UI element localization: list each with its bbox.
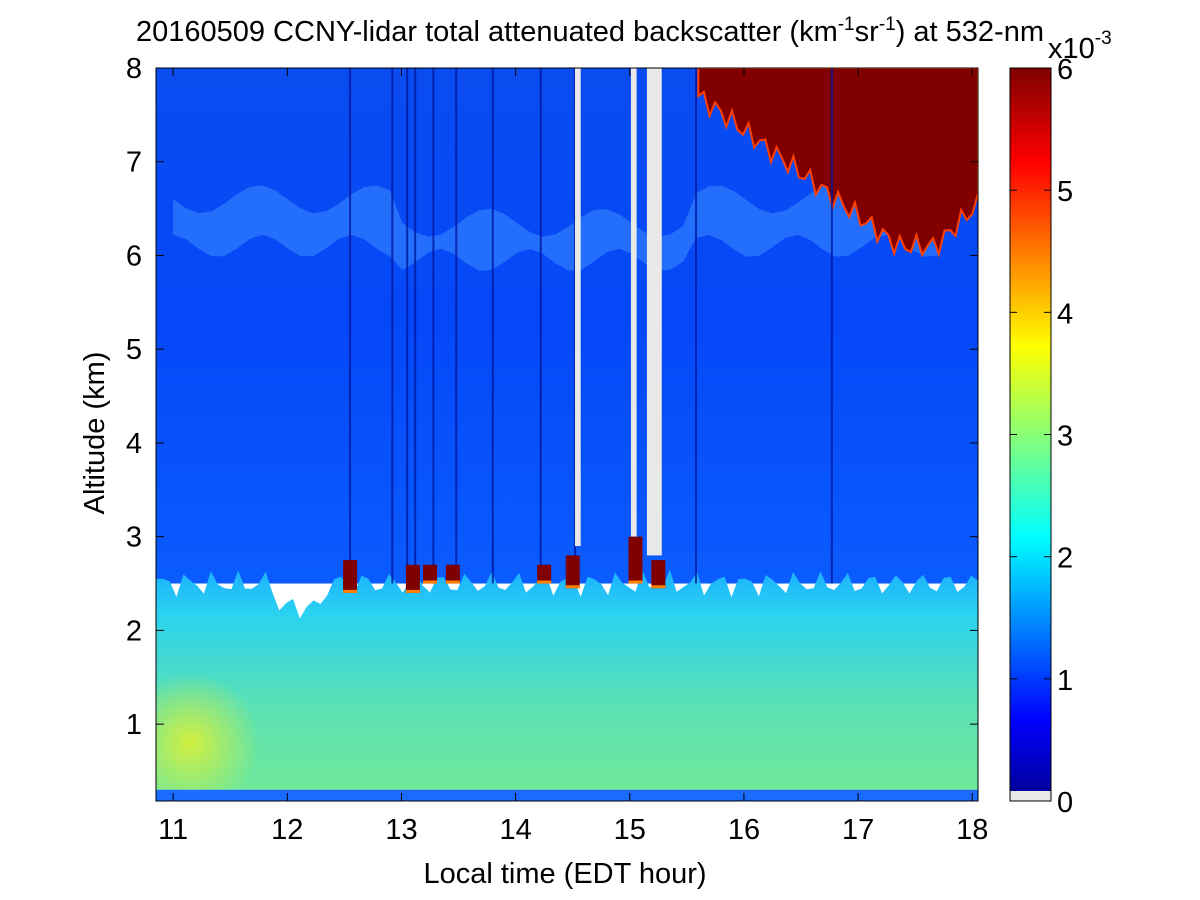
x-axis-label: Local time (EDT hour)	[423, 858, 706, 890]
colorbar-tick-label: 0	[1057, 787, 1073, 819]
colorbar-tick-label: 6	[1057, 54, 1073, 86]
y-tick-label: 3	[126, 522, 142, 554]
boundary-layer-cloud	[565, 555, 580, 589]
boundary-layer-cloud-edge	[651, 585, 666, 589]
plot-frame	[155, 67, 979, 802]
svg-text:20160509 CCNY-lidar total atte: 20160509 CCNY-lidar total attenuated bac…	[136, 14, 1044, 48]
chart-title: 20160509 CCNY-lidar total attenuated bac…	[136, 14, 1044, 48]
nodata-interval	[646, 68, 662, 556]
x-tick-label: 14	[499, 814, 531, 846]
boundary-layer-cloud-edge	[628, 580, 643, 584]
boundary-layer-cloud	[405, 564, 420, 593]
x-tick-label: 17	[842, 814, 874, 846]
plot-area	[156, 68, 978, 801]
colorbar-tick-label: 3	[1057, 421, 1073, 453]
boundary-layer-cloud	[445, 564, 460, 584]
y-tick-label: 2	[126, 615, 142, 647]
aerosol-layer	[173, 185, 939, 271]
x-tick-label: 18	[956, 814, 988, 846]
x-tick-label: 16	[728, 814, 760, 846]
colorbar-multiplier: x10-3	[1048, 28, 1112, 65]
y-tick-label: 5	[126, 334, 142, 366]
y-tick-label: 8	[126, 53, 142, 85]
colorbar-tick-label: 4	[1057, 298, 1073, 330]
boundary-layer-cloud	[537, 564, 552, 584]
boundary-layer-cloud	[343, 560, 358, 593]
boundary-layer	[156, 569, 978, 790]
x-tick-label: 13	[385, 814, 417, 846]
boundary-layer-cloud-edge	[423, 580, 437, 584]
boundary-layer-cloud-edge	[537, 580, 552, 584]
surface-layer	[156, 789, 978, 801]
colorbar: 0 1 2 3 4 5 6	[1009, 54, 1073, 819]
x-axis: 11 12 13 14 15 16 17 18	[158, 68, 988, 846]
nodata-interval	[630, 68, 637, 537]
y-tick-label: 6	[126, 240, 142, 272]
high-backscatter-patch	[156, 672, 261, 801]
boundary-layer-cloud-edge	[343, 589, 358, 593]
y-tick-label: 1	[126, 709, 142, 741]
nodata-interval	[574, 68, 581, 547]
x-tick-label: 12	[271, 814, 303, 846]
cirrus-cloud	[697, 68, 978, 259]
boundary-layer-cloud-edge	[445, 580, 460, 584]
y-tick-label: 7	[126, 147, 142, 179]
y-axis-label: Altitude (km)	[79, 352, 111, 515]
boundary-layer-cloud	[651, 560, 666, 589]
colorbar-tick-label: 5	[1057, 176, 1073, 208]
colorbar-nodata-swatch	[1010, 791, 1051, 801]
boundary-layer-cloud	[423, 564, 437, 584]
y-axis: 1 2 3 4 5 6 7 8	[126, 53, 978, 741]
boundary-layer-cloud	[628, 536, 643, 584]
boundary-layer-cloud-edge	[565, 585, 580, 589]
x-tick-label: 15	[614, 814, 646, 846]
colorbar-tick-label: 2	[1057, 543, 1073, 575]
x-tick-label: 11	[158, 814, 188, 846]
colorbar-tick-label: 1	[1057, 665, 1073, 697]
y-tick-label: 4	[126, 428, 142, 460]
boundary-layer-cloud-edge	[405, 589, 420, 593]
